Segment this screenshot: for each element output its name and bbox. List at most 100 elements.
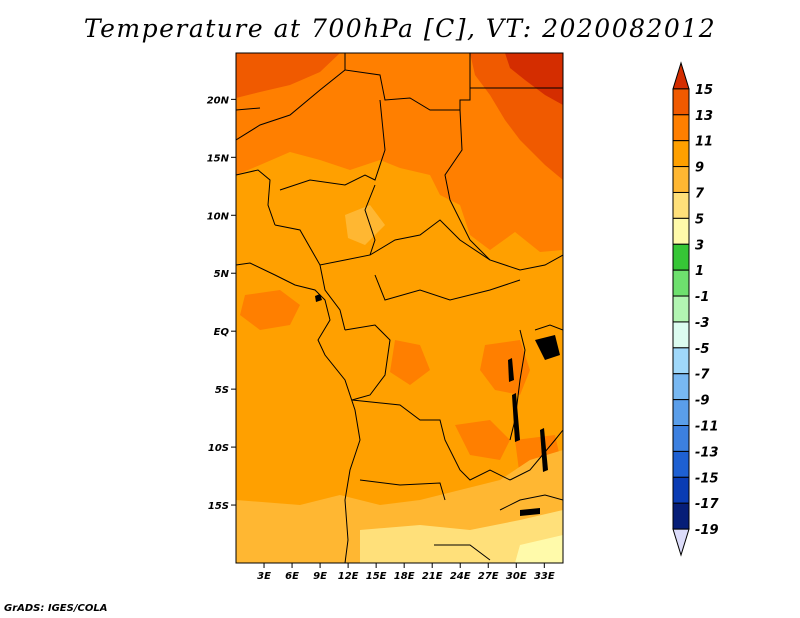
lon-tick-label: 3E — [257, 571, 271, 582]
colorbar-segment — [672, 450, 690, 478]
plot-title: Temperature at 700hPa [C], VT: 202008201… — [83, 14, 717, 43]
colorbar-segment — [672, 88, 690, 116]
border-cameroon — [319, 264, 346, 331]
colorbar-level-label: -19 — [695, 523, 719, 538]
lat-tick-label: 5S — [215, 385, 229, 396]
lake-small — [315, 294, 322, 302]
lon-tick-label: 12E — [338, 571, 359, 582]
colorbar-segment — [672, 166, 690, 193]
colorbar-level-label: -1 — [695, 290, 709, 305]
grads-credit: GrADS: IGES/COLA — [4, 603, 108, 614]
colorbar-segment — [672, 191, 690, 219]
border-niger-chad — [279, 99, 386, 191]
colorbar-segment — [672, 373, 690, 401]
border-angola-drc — [351, 399, 511, 481]
lat-tick-label: 10S — [208, 443, 229, 454]
colorbar-level-label: 11 — [695, 135, 713, 150]
colorbar-segment — [672, 269, 690, 297]
field-9-11-lobe-central — [372, 170, 430, 220]
colorbar-level-label: 15 — [695, 83, 713, 98]
border-nigeria — [274, 184, 376, 266]
lake-tanganyika — [512, 393, 520, 442]
border-sudan — [444, 109, 563, 271]
field-5-7-south — [360, 510, 563, 563]
border-west — [236, 107, 261, 111]
colorbar-level-label: 5 — [695, 212, 704, 227]
border-mali — [236, 69, 346, 141]
colorbar-level-label: 9 — [695, 161, 704, 176]
colorbar-level-label: -11 — [695, 420, 719, 435]
longitude-axis: 3E 6E 9E 12E 15E 18E 21E 24E 27E 30E 33E — [257, 563, 555, 582]
field-11-13-north — [236, 53, 563, 252]
border-drc-north — [374, 274, 521, 301]
temperature-field — [236, 53, 563, 563]
field-13-15-northwest — [236, 53, 340, 98]
lat-tick-label: 5N — [214, 269, 230, 280]
colorbar-level-label: -7 — [695, 368, 710, 383]
map-frame — [235, 52, 564, 564]
border-burkina — [236, 169, 276, 226]
coastline-west — [236, 262, 361, 563]
field-15-plus — [505, 53, 563, 105]
colorbar: 15 13 11 9 7 5 3 1 -1 -3 -5 -7 -9 -11 -13 -15 -17 -19 — [672, 61, 719, 557]
latitude-axis: 20N 15N 10N 5N EQ 5S 10S 15S — [207, 95, 236, 512]
field-7-9-streak-north — [345, 205, 385, 245]
field-11-13-patch-west — [240, 290, 300, 330]
field-11-13-patch-congo — [390, 340, 430, 385]
colorbar-segment — [672, 243, 690, 271]
lon-tick-label: 27E — [478, 571, 499, 582]
colorbar-segment — [672, 399, 690, 427]
lake-kariba — [520, 508, 540, 516]
border-gabon-congo — [344, 324, 391, 401]
colorbar-level-label: 13 — [695, 109, 713, 124]
border-uganda — [534, 324, 563, 331]
colorbar-level-label: -15 — [695, 471, 719, 486]
colorbar-top-triangle — [672, 61, 690, 90]
field-11-13-patch-south — [455, 420, 510, 460]
lon-tick-label: 33E — [534, 571, 555, 582]
colorbar-level-label: 3 — [695, 238, 704, 253]
lat-tick-label: 15N — [207, 153, 230, 164]
colorbar-segment — [672, 140, 690, 168]
colorbar-level-label: -3 — [695, 316, 709, 331]
lat-tick-label: EQ — [214, 327, 230, 338]
field-3-5-southeast — [515, 535, 563, 563]
lon-tick-label: 15E — [366, 571, 387, 582]
lat-tick-label: 10N — [207, 211, 230, 222]
colorbar-level-label: -17 — [695, 497, 719, 512]
colorbar-segment — [672, 476, 690, 504]
border-car — [369, 219, 491, 261]
border-north — [344, 53, 471, 111]
border-namibia — [434, 544, 491, 561]
border-angola-south — [359, 479, 446, 501]
colorbar-bottom-triangle — [672, 528, 690, 557]
field-9-11-lobe-west — [268, 180, 350, 245]
lon-tick-label: 30E — [506, 571, 527, 582]
lake-kivu — [508, 358, 514, 382]
border-rift — [509, 329, 526, 441]
colorbar-segment — [672, 321, 690, 349]
colorbar-level-label: 7 — [695, 186, 705, 201]
colorbar-segment — [672, 295, 690, 323]
lon-tick-label: 6E — [285, 571, 299, 582]
field-11-13-patch-lakes — [480, 340, 530, 395]
lat-tick-label: 20N — [207, 95, 230, 106]
lon-tick-label: 9E — [313, 571, 327, 582]
colorbar-segment — [672, 217, 690, 245]
borders — [236, 53, 563, 563]
lon-tick-label: 24E — [450, 571, 471, 582]
colorbar-segment — [672, 114, 690, 142]
colorbar-segment — [672, 347, 690, 375]
colorbar-level-label: -9 — [695, 394, 709, 409]
lat-tick-label: 15S — [208, 501, 229, 512]
lake-malawi — [540, 428, 548, 472]
colorbar-level-label: -13 — [695, 445, 719, 460]
lake-victoria — [535, 335, 560, 360]
colorbar-level-label: 1 — [695, 264, 704, 279]
colorbar-level-label: -5 — [695, 342, 709, 357]
lon-tick-label: 21E — [422, 571, 443, 582]
border-zimbabwe — [499, 494, 563, 511]
lon-tick-label: 18E — [394, 571, 415, 582]
lakes — [315, 294, 560, 516]
